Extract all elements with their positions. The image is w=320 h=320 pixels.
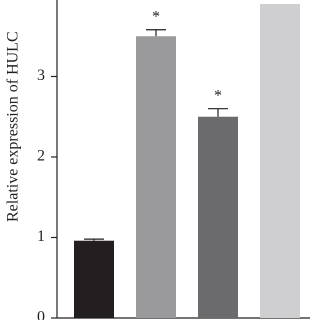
significance-label: * — [152, 8, 160, 25]
bar — [198, 116, 238, 318]
significance-label: * — [214, 87, 222, 104]
bar — [136, 36, 176, 319]
bar — [260, 4, 300, 318]
y-axis-label: Relative expression of HULC — [5, 31, 22, 222]
y-tick-label: 1 — [37, 228, 45, 245]
y-tick-label: 0 — [37, 309, 45, 320]
y-tick-label: 3 — [37, 67, 45, 84]
bar — [74, 240, 114, 318]
y-tick-label: 2 — [37, 148, 45, 165]
